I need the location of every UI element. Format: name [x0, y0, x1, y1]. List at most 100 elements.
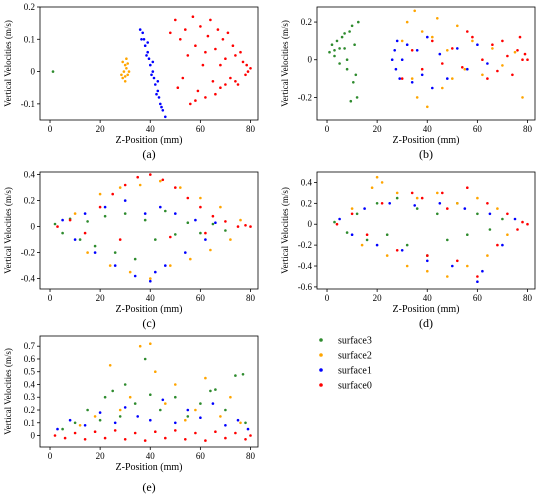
data-point	[149, 342, 152, 346]
data-point	[159, 102, 162, 106]
data-point	[333, 54, 336, 58]
data-point	[426, 259, 429, 263]
data-point	[86, 408, 89, 412]
data-point	[245, 63, 248, 67]
data-point	[143, 357, 147, 361]
data-point	[123, 183, 127, 187]
data-point	[370, 186, 374, 189]
data-point	[123, 438, 127, 441]
data-point	[138, 344, 142, 348]
data-point	[446, 49, 449, 52]
axes-frame	[39, 335, 259, 448]
panel-caption: (c)	[142, 316, 155, 330]
data-point	[451, 47, 454, 50]
data-point	[350, 212, 354, 216]
y-axis-label: Vertical Velocities (m/s)	[3, 187, 13, 274]
y-tick-label: 0.4	[24, 170, 36, 180]
data-point	[184, 251, 187, 254]
data-point	[174, 395, 177, 399]
data-point	[224, 424, 227, 427]
data-point	[184, 418, 187, 422]
data-point	[184, 28, 187, 31]
x-tick-label: 40	[423, 293, 433, 303]
data-point	[111, 389, 114, 393]
data-point	[375, 175, 379, 179]
data-point	[83, 424, 87, 427]
data-point	[395, 39, 399, 43]
data-point	[405, 264, 409, 268]
data-point	[385, 233, 389, 236]
data-point	[395, 249, 399, 252]
data-point	[63, 436, 67, 440]
data-point	[446, 275, 449, 278]
data-point	[441, 191, 444, 195]
data-point	[234, 374, 237, 377]
x-tick-label: 80	[523, 124, 533, 134]
data-point	[189, 257, 192, 261]
data-point	[420, 30, 424, 33]
data-point	[201, 63, 205, 67]
data-point	[214, 47, 217, 51]
x-tick-label: 60	[196, 293, 206, 303]
data-point	[179, 186, 182, 189]
data-point	[355, 96, 359, 99]
data-point	[348, 30, 351, 33]
data-point	[194, 431, 197, 435]
data-points	[328, 9, 529, 109]
data-point	[345, 67, 349, 71]
legend-label: surface1	[338, 366, 372, 377]
data-point	[501, 39, 504, 43]
y-axis-label: Vertical Velocities (m/s)	[280, 187, 290, 274]
data-point	[211, 222, 215, 226]
data-point	[410, 191, 414, 195]
data-point	[219, 63, 222, 67]
x-axis-label: Z-Position (mm)	[116, 135, 183, 146]
x-tick-label: 0	[48, 451, 53, 461]
data-point	[446, 238, 449, 242]
data-point	[143, 44, 147, 47]
data-point	[53, 222, 57, 226]
y-tick-label: 0.1	[24, 34, 35, 44]
data-point	[108, 364, 112, 367]
data-point	[400, 58, 404, 61]
data-point	[164, 115, 167, 119]
data-point	[236, 83, 240, 86]
data-point	[405, 20, 409, 24]
data-point	[103, 214, 107, 218]
data-point	[476, 196, 479, 200]
data-point	[426, 105, 429, 109]
data-point	[199, 196, 202, 200]
x-tick-label: 20	[96, 124, 106, 134]
data-point	[152, 76, 156, 80]
data-point	[151, 60, 155, 64]
data-point	[133, 402, 137, 405]
data-point	[518, 35, 522, 39]
data-points	[53, 342, 252, 442]
data-point	[147, 57, 151, 60]
data-point	[150, 73, 153, 77]
x-tick-label: 0	[48, 293, 53, 303]
data-point	[204, 231, 207, 235]
data-point	[214, 388, 217, 391]
data-point	[365, 233, 369, 236]
data-point	[138, 28, 142, 31]
data-point	[133, 274, 137, 278]
data-point	[186, 221, 190, 224]
chart-panel: 0 20 40 60 80 -0.1 0 0.1 0.2 Z-Position (mm) Verti…	[3, 2, 259, 161]
data-point	[476, 280, 479, 284]
data-point	[174, 186, 177, 189]
data-point	[241, 373, 245, 376]
data-point	[98, 205, 102, 209]
data-point	[436, 212, 439, 216]
data-point	[393, 49, 397, 52]
data-point	[241, 60, 245, 64]
data-point	[231, 44, 235, 47]
data-point	[234, 54, 237, 57]
data-point	[333, 49, 336, 52]
axes-frame	[316, 6, 536, 121]
x-tick-label: 20	[373, 293, 383, 303]
data-points	[53, 173, 252, 283]
data-point	[174, 18, 177, 22]
data-points	[333, 175, 529, 284]
